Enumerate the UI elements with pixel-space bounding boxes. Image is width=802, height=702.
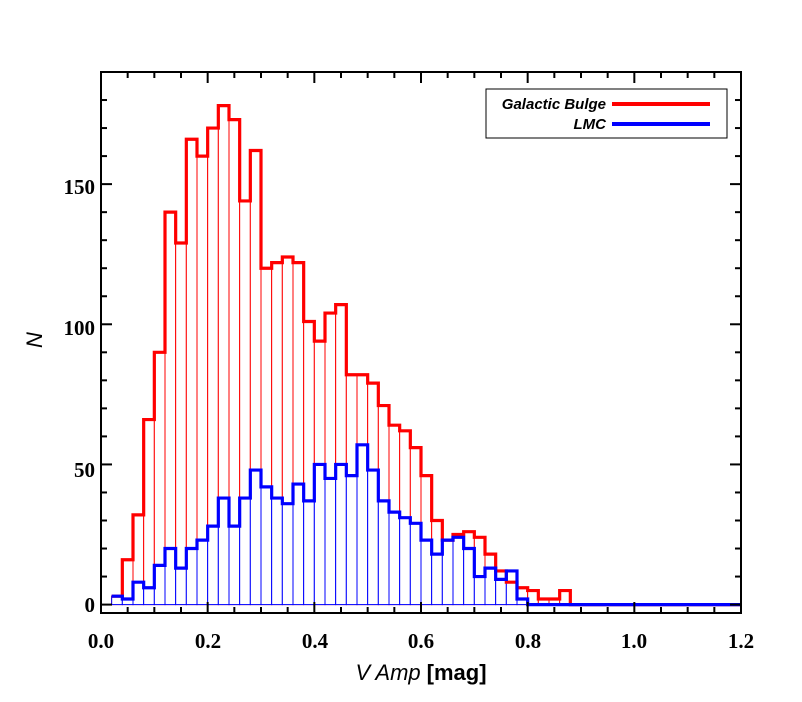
legend: Galactic Bulge LMC (485, 88, 728, 139)
y-tick-label: 150 (64, 175, 96, 199)
legend-label-galactic-bulge: Galactic Bulge (502, 96, 606, 113)
histogram-bin (388, 511, 401, 606)
histogram-bin (260, 486, 273, 606)
outline-galactic-bulge (111, 104, 741, 607)
x-axis-title-unit: [mag] (427, 660, 487, 685)
x-tick-label: 0.2 (195, 629, 221, 653)
histogram-bin (367, 469, 379, 606)
x-tick-label: 0.6 (408, 629, 434, 653)
histogram-outlines (111, 104, 741, 607)
x-tick-label: 0.8 (515, 629, 541, 653)
histogram-bin (175, 567, 187, 606)
outline-lmc (111, 443, 741, 607)
x-axis-title: V Amp [mag] (355, 660, 486, 685)
x-axis-title-variable: V Amp (355, 660, 420, 685)
histogram-bin (345, 475, 358, 606)
x-tick-label: 1.2 (728, 629, 754, 653)
histogram-bin (271, 497, 283, 606)
histogram-bin (377, 500, 390, 606)
y-tick-labels: 0 50 100 150 (64, 175, 96, 617)
histogram-bin (324, 477, 337, 606)
y-axis-title: N (22, 332, 47, 348)
legend-label-lmc: LMC (574, 116, 608, 133)
histogram-bin (335, 463, 347, 606)
histogram-bin (463, 548, 475, 606)
histogram-bin (281, 503, 294, 606)
histogram-bin (143, 587, 155, 606)
histogram-bin (495, 578, 507, 606)
x-tick-label: 0.0 (88, 629, 114, 653)
histogram-bin (303, 500, 315, 606)
histogram-bin (431, 553, 443, 606)
x-tick-label: 0.4 (302, 629, 329, 653)
x-tick-labels: 0.0 0.2 0.4 0.6 0.8 1.0 1.2 (88, 629, 754, 653)
y-tick-label: 0 (85, 593, 96, 617)
histogram-bin (228, 525, 241, 606)
y-tick-label: 100 (64, 316, 96, 340)
y-tick-label: 50 (74, 458, 95, 482)
axis-ticks (100, 71, 742, 613)
x-tick-label: 1.0 (621, 629, 647, 653)
legend-box (485, 88, 728, 139)
histogram-bin (399, 517, 411, 606)
histogram-bin (473, 576, 486, 606)
